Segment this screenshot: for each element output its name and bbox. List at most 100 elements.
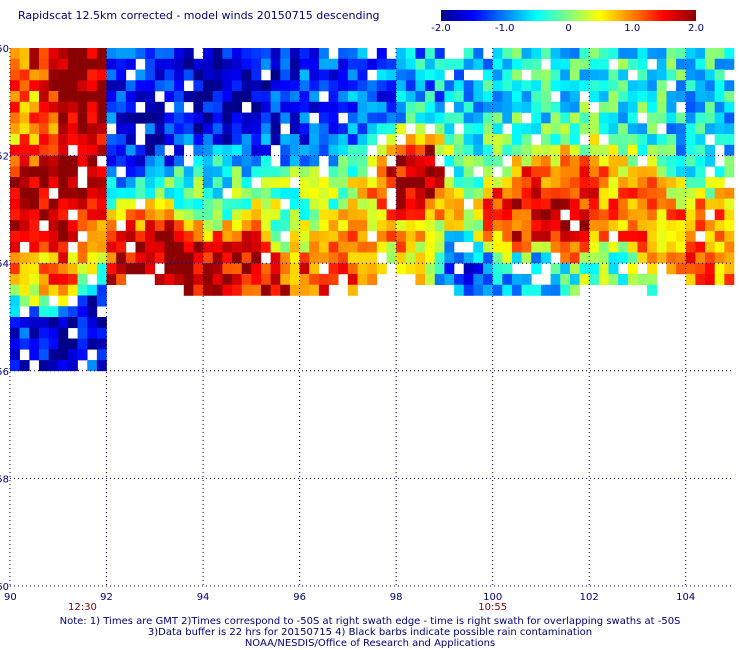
heatmap-cell bbox=[705, 91, 715, 103]
heatmap-cell bbox=[96, 284, 107, 296]
heatmap-cell bbox=[483, 144, 493, 156]
heatmap-cell bbox=[618, 273, 629, 286]
heatmap-cell bbox=[405, 198, 416, 210]
heatmap-cell bbox=[38, 209, 49, 221]
heatmap-cell bbox=[560, 220, 571, 232]
heatmap-cell bbox=[212, 263, 223, 275]
heatmap-cell bbox=[386, 144, 397, 156]
heatmap-cell bbox=[434, 273, 445, 286]
heatmap-cell bbox=[106, 177, 117, 189]
heatmap-cell bbox=[376, 230, 387, 242]
heatmap-cell bbox=[106, 198, 117, 210]
heatmap-cell bbox=[714, 134, 725, 146]
heatmap-cell bbox=[579, 123, 590, 135]
heatmap-cell bbox=[289, 69, 300, 81]
heatmap-cell bbox=[357, 134, 368, 146]
heatmap-cell bbox=[135, 252, 146, 264]
heatmap-cell bbox=[48, 241, 59, 253]
heatmap-cell bbox=[289, 263, 300, 275]
chart-title: Rapidscat 12.5km corrected - model winds… bbox=[18, 9, 380, 22]
heatmap-cell bbox=[38, 101, 49, 113]
heatmap-cell bbox=[125, 144, 136, 156]
heatmap-cell bbox=[145, 263, 156, 275]
heatmap-cell bbox=[164, 80, 175, 92]
heatmap-cell bbox=[598, 252, 609, 264]
heatmap-cell bbox=[280, 112, 291, 124]
heatmap-cell bbox=[579, 69, 590, 81]
heatmap-cell bbox=[203, 112, 214, 124]
heatmap-cell bbox=[38, 177, 49, 189]
heatmap-cell bbox=[627, 134, 638, 146]
heatmap-cell bbox=[67, 112, 78, 124]
heatmap-cell bbox=[685, 273, 696, 286]
heatmap-cell bbox=[96, 187, 107, 199]
heatmap-cell bbox=[212, 220, 223, 232]
heatmap-cell bbox=[483, 80, 493, 92]
heatmap-cell bbox=[656, 187, 667, 199]
heatmap-cell bbox=[511, 91, 522, 103]
heatmap-cell bbox=[589, 177, 600, 189]
heatmap-cell bbox=[58, 241, 69, 253]
heatmap-cell bbox=[550, 284, 561, 296]
heatmap-cell bbox=[444, 198, 455, 210]
heatmap-cell bbox=[492, 263, 503, 275]
heatmap-cell bbox=[116, 252, 127, 264]
heatmap-cell bbox=[135, 209, 146, 221]
heatmap-cell bbox=[29, 284, 40, 296]
heatmap-cell bbox=[145, 134, 156, 146]
heatmap-cell bbox=[58, 263, 69, 275]
heatmap-cell bbox=[222, 48, 233, 60]
heatmap-cell bbox=[87, 112, 98, 124]
heatmap-cell bbox=[116, 101, 127, 113]
heatmap-cell bbox=[77, 273, 88, 286]
heatmap-cell bbox=[193, 91, 204, 103]
heatmap-cell bbox=[48, 306, 59, 318]
heatmap-cell bbox=[116, 112, 127, 124]
heatmap-cell bbox=[386, 69, 397, 81]
heatmap-cell bbox=[550, 134, 561, 146]
heatmap-cell bbox=[174, 209, 185, 221]
heatmap-cell bbox=[396, 112, 407, 124]
heatmap-cell bbox=[714, 123, 725, 135]
heatmap-cell bbox=[425, 69, 436, 81]
heatmap-cell bbox=[48, 198, 59, 210]
heatmap-cell bbox=[10, 166, 20, 178]
heatmap-cell bbox=[270, 241, 281, 253]
heatmap-cell bbox=[463, 134, 474, 146]
heatmap-cell bbox=[10, 230, 20, 242]
heatmap-cell bbox=[425, 58, 436, 70]
heatmap-cell bbox=[212, 166, 223, 178]
heatmap-cell bbox=[338, 198, 349, 210]
heatmap-cell bbox=[405, 155, 416, 167]
heatmap-cell bbox=[67, 220, 78, 232]
heatmap-cell bbox=[193, 155, 204, 167]
heatmap-cell bbox=[550, 155, 561, 167]
heatmap-cell bbox=[444, 241, 455, 253]
heatmap-cell bbox=[714, 166, 725, 178]
heatmap-cell bbox=[328, 273, 339, 286]
heatmap-cell bbox=[376, 166, 387, 178]
heatmap-cell bbox=[87, 284, 98, 296]
heatmap-cell bbox=[183, 69, 194, 81]
heatmap-cell bbox=[425, 155, 436, 167]
heatmap-cell bbox=[174, 220, 185, 232]
heatmap-cell bbox=[38, 284, 49, 296]
heatmap-cell bbox=[444, 209, 455, 221]
heatmap-cell bbox=[328, 263, 339, 275]
heatmap-cell bbox=[328, 58, 339, 70]
heatmap-cell bbox=[492, 144, 503, 156]
heatmap-cell bbox=[48, 112, 59, 124]
heatmap-cell bbox=[19, 101, 30, 113]
heatmap-cell bbox=[618, 209, 629, 221]
heatmap-cell bbox=[695, 263, 706, 275]
heatmap-cell bbox=[232, 209, 242, 221]
heatmap-cell bbox=[38, 69, 49, 81]
heatmap-cell bbox=[608, 91, 619, 103]
heatmap-cell bbox=[569, 166, 580, 178]
heatmap-cell bbox=[531, 252, 542, 264]
heatmap-cell bbox=[502, 134, 513, 146]
heatmap-cell bbox=[405, 69, 416, 81]
heatmap-cell bbox=[676, 69, 687, 81]
heatmap-cell bbox=[357, 101, 368, 113]
heatmap-cell bbox=[154, 144, 165, 156]
